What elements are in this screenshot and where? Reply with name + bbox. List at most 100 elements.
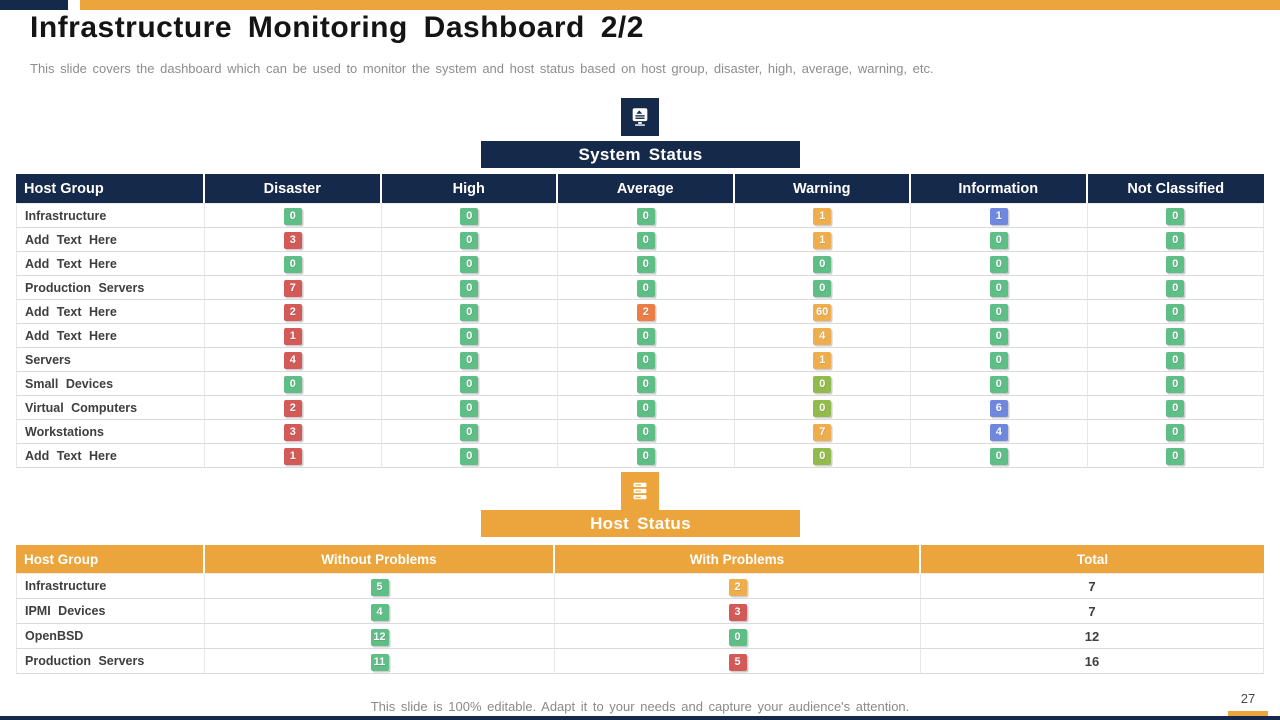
- value-cell: 0: [911, 444, 1088, 468]
- value-cell: 0: [381, 228, 558, 252]
- status-badge: 1: [989, 208, 1008, 225]
- status-badge: 0: [460, 208, 479, 225]
- page-title: Infrastructure Monitoring Dashboard 2/2: [30, 11, 644, 44]
- status-badge: 3: [728, 603, 747, 621]
- table-row: Workstations 3 0 0 7 4 0: [16, 420, 1264, 444]
- value-cell: 7: [921, 573, 1264, 599]
- status-badge: 0: [1166, 424, 1185, 441]
- column-header: Not Classified: [1087, 174, 1264, 203]
- row-label: Virtual Computers: [16, 396, 205, 420]
- value-cell: 1: [205, 444, 382, 468]
- status-badge: 2: [636, 304, 655, 321]
- value-cell: 0: [911, 252, 1088, 276]
- status-badge: 0: [460, 352, 479, 369]
- value-cell: 0: [734, 276, 911, 300]
- value-cell: 0: [381, 324, 558, 348]
- value-cell: 5: [555, 649, 921, 674]
- value-cell: 3: [555, 599, 921, 624]
- table-row: Infrastructure 0 0 0 1 1 0: [16, 203, 1264, 228]
- value-cell: 0: [381, 276, 558, 300]
- table-row: Virtual Computers 2 0 0 0 6 0: [16, 396, 1264, 420]
- row-label: Add Text Here: [16, 300, 205, 324]
- status-badge: 0: [460, 328, 479, 345]
- value-cell: 0: [381, 252, 558, 276]
- status-badge: 11: [370, 653, 389, 671]
- value-cell: 0: [381, 420, 558, 444]
- value-cell: 1: [734, 203, 911, 228]
- value-cell: 0: [911, 372, 1088, 396]
- status-badge: 5: [728, 653, 747, 671]
- value-cell: 0: [1087, 444, 1264, 468]
- row-label: Production Servers: [16, 649, 205, 674]
- status-badge: 4: [370, 603, 389, 621]
- value-cell: 0: [558, 324, 735, 348]
- status-badge: 0: [636, 280, 655, 297]
- table-row: OpenBSD 12 0 12: [16, 624, 1264, 649]
- row-label: Infrastructure: [16, 573, 205, 599]
- value-cell: 1: [734, 228, 911, 252]
- status-badge: 0: [460, 304, 479, 321]
- column-header: Total: [921, 545, 1264, 573]
- value-cell: 16: [921, 649, 1264, 674]
- status-badge: 1: [283, 328, 302, 345]
- status-badge: 0: [1166, 232, 1185, 249]
- status-badge: 0: [989, 304, 1008, 321]
- status-badge: 0: [989, 352, 1008, 369]
- table-row: Infrastructure 5 2 7: [16, 573, 1264, 599]
- value-cell: 2: [205, 300, 382, 324]
- status-badge: 6: [989, 400, 1008, 417]
- status-badge: 12: [370, 628, 389, 646]
- value-cell: 0: [558, 372, 735, 396]
- column-header: Disaster: [205, 174, 382, 203]
- status-badge: 4: [283, 352, 302, 369]
- column-header: Host Group: [16, 174, 205, 203]
- server-icon: [621, 472, 659, 510]
- row-label: Servers: [16, 348, 205, 372]
- value-cell: 0: [558, 396, 735, 420]
- status-badge: 0: [1166, 352, 1185, 369]
- value-cell: 0: [1087, 372, 1264, 396]
- row-label: OpenBSD: [16, 624, 205, 649]
- value-cell: 0: [558, 420, 735, 444]
- status-badge: 5: [370, 578, 389, 596]
- status-badge: 7: [813, 424, 832, 441]
- value-cell: 0: [205, 203, 382, 228]
- row-label: Infrastructure: [16, 203, 205, 228]
- value-cell: 0: [558, 252, 735, 276]
- status-badge: 0: [636, 352, 655, 369]
- status-badge: 60: [813, 304, 832, 321]
- value-cell: 0: [911, 348, 1088, 372]
- page-number-accent: [1228, 711, 1268, 716]
- system-table-header-row: Host Group Disaster High Average Warning Info…: [16, 174, 1264, 203]
- status-badge: 1: [813, 208, 832, 225]
- row-label: Add Text Here: [16, 324, 205, 348]
- status-badge: 0: [989, 232, 1008, 249]
- status-badge: 0: [1166, 448, 1185, 465]
- value-cell: 5: [205, 573, 555, 599]
- value-cell: 0: [381, 372, 558, 396]
- column-header: Average: [558, 174, 735, 203]
- row-label: Add Text Here: [16, 252, 205, 276]
- value-cell: 0: [558, 348, 735, 372]
- table-row: Production Servers 11 5 16: [16, 649, 1264, 674]
- row-label: Add Text Here: [16, 444, 205, 468]
- status-badge: 0: [636, 376, 655, 393]
- status-badge: 0: [636, 256, 655, 273]
- value-cell: 7: [734, 420, 911, 444]
- status-badge: 0: [1166, 256, 1185, 273]
- column-header: Without Problems: [205, 545, 555, 573]
- top-bar-orange-segment: [80, 0, 1280, 10]
- system-status-heading: System Status: [578, 145, 703, 164]
- value-cell: 1: [205, 324, 382, 348]
- status-badge: 3: [283, 424, 302, 441]
- value-cell: 3: [205, 228, 382, 252]
- status-badge: 4: [813, 328, 832, 345]
- value-cell: 0: [1087, 348, 1264, 372]
- value-cell: 6: [911, 396, 1088, 420]
- value-cell: 4: [911, 420, 1088, 444]
- top-bar-navy-segment: [0, 0, 68, 10]
- status-badge: 1: [283, 448, 302, 465]
- value-cell: 0: [734, 372, 911, 396]
- status-badge: 0: [1166, 280, 1185, 297]
